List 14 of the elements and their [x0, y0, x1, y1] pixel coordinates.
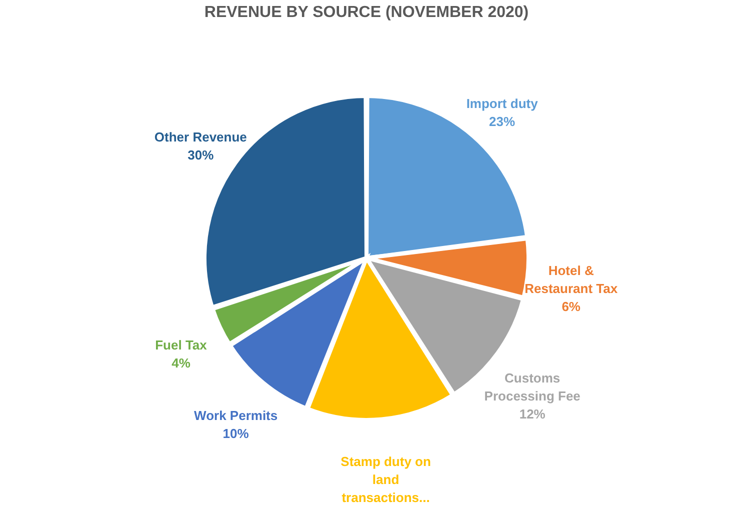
slice-label: Customs Processing Fee	[484, 370, 580, 404]
slice-label: Work Permits	[194, 408, 278, 423]
data-label: 10%	[222, 426, 250, 441]
slice-label: Fuel Tax	[155, 337, 208, 352]
chart-title: REVENUE BY SOURCE (NOVEMBER 2020)	[204, 4, 529, 21]
slice-label: Import duty	[466, 96, 539, 112]
slice-label: Other Revenue	[154, 130, 247, 145]
data-label: 30%	[188, 148, 214, 163]
data-label: 6%	[562, 298, 581, 314]
data-label: 12%	[519, 406, 546, 422]
slice-label: Hotel & Restaurant Tax	[524, 262, 618, 296]
data-label: 4%	[172, 355, 191, 370]
data-label: 23%	[489, 114, 516, 130]
slice-label: Stamp duty on land transactions...	[340, 454, 431, 506]
